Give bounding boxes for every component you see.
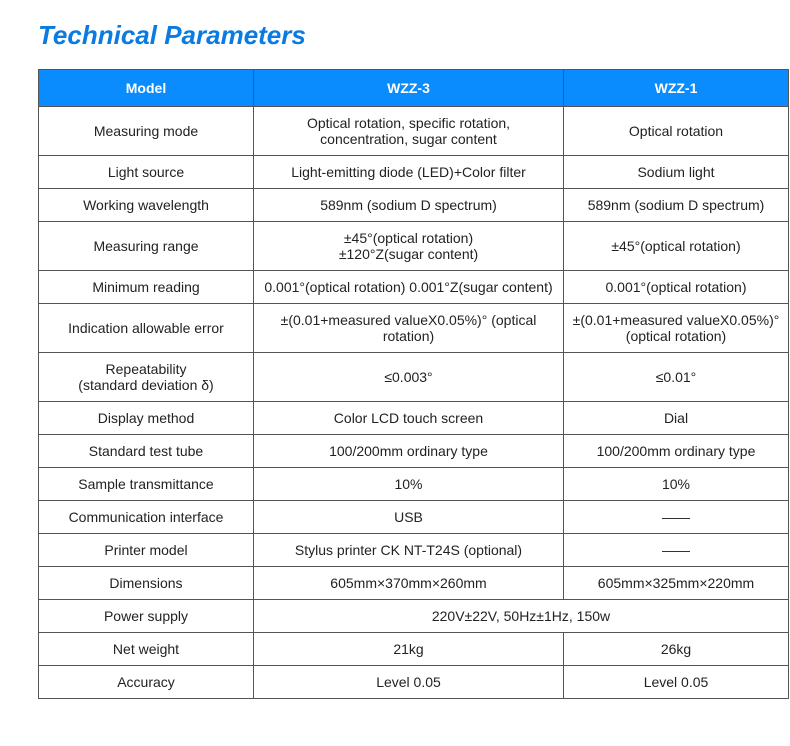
cell-wzz1: Sodium light [564, 156, 789, 189]
cell-wzz1: 10% [564, 468, 789, 501]
cell-wzz3: ≤0.003° [254, 353, 564, 402]
row-label: Power supply [39, 600, 254, 633]
row-label: Light source [39, 156, 254, 189]
table-row: Sample transmittance10%10% [39, 468, 789, 501]
row-label: Minimum reading [39, 271, 254, 304]
cell-wzz3: 100/200mm ordinary type [254, 435, 564, 468]
cell-wzz3: Optical rotation, specific rotation, con… [254, 107, 564, 156]
table-row: Minimum reading0.001°(optical rotation) … [39, 271, 789, 304]
table-row: AccuracyLevel 0.05Level 0.05 [39, 666, 789, 699]
table-row: Standard test tube100/200mm ordinary typ… [39, 435, 789, 468]
cell-merged: 220V±22V, 50Hz±1Hz, 150w [254, 600, 789, 633]
parameters-table: Model WZZ-3 WZZ-1 Measuring modeOptical … [38, 69, 789, 699]
table-row: Communication interfaceUSB—— [39, 501, 789, 534]
table-body: Measuring modeOptical rotation, specific… [39, 107, 789, 699]
cell-wzz3: USB [254, 501, 564, 534]
cell-wzz1: 605mm×325mm×220mm [564, 567, 789, 600]
table-row: Repeatability(standard deviation δ)≤0.00… [39, 353, 789, 402]
table-row: Power supply220V±22V, 50Hz±1Hz, 150w [39, 600, 789, 633]
cell-wzz3: ±45°(optical rotation)±120°Z(sugar conte… [254, 222, 564, 271]
table-row: Net weight21kg26kg [39, 633, 789, 666]
cell-wzz3: ±(0.01+measured valueX0.05%)° (optical r… [254, 304, 564, 353]
cell-wzz3: 0.001°(optical rotation) 0.001°Z(sugar c… [254, 271, 564, 304]
cell-wzz3: 605mm×370mm×260mm [254, 567, 564, 600]
cell-wzz3: 21kg [254, 633, 564, 666]
col-header-model: Model [39, 70, 254, 107]
cell-wzz1: —— [564, 501, 789, 534]
row-label: Sample transmittance [39, 468, 254, 501]
cell-wzz3: 10% [254, 468, 564, 501]
cell-wzz1: ±(0.01+measured valueX0.05%)° (optical r… [564, 304, 789, 353]
cell-wzz1: ±45°(optical rotation) [564, 222, 789, 271]
col-header-wzz1: WZZ-1 [564, 70, 789, 107]
row-label: Measuring range [39, 222, 254, 271]
row-label: Net weight [39, 633, 254, 666]
cell-wzz1: 589nm (sodium D spectrum) [564, 189, 789, 222]
cell-wzz3: Color LCD touch screen [254, 402, 564, 435]
table-row: Printer modelStylus printer CK NT-T24S (… [39, 534, 789, 567]
table-header-row: Model WZZ-3 WZZ-1 [39, 70, 789, 107]
cell-wzz1: Dial [564, 402, 789, 435]
cell-wzz1: ≤0.01° [564, 353, 789, 402]
row-label: Accuracy [39, 666, 254, 699]
table-row: Measuring modeOptical rotation, specific… [39, 107, 789, 156]
cell-wzz3: Level 0.05 [254, 666, 564, 699]
table-row: Light sourceLight-emitting diode (LED)+C… [39, 156, 789, 189]
row-label: Measuring mode [39, 107, 254, 156]
table-row: Indication allowable error±(0.01+measure… [39, 304, 789, 353]
cell-wzz1: 0.001°(optical rotation) [564, 271, 789, 304]
row-label: Communication interface [39, 501, 254, 534]
row-label: Working wavelength [39, 189, 254, 222]
cell-wzz1: —— [564, 534, 789, 567]
cell-wzz1: 26kg [564, 633, 789, 666]
row-label: Standard test tube [39, 435, 254, 468]
row-label: Printer model [39, 534, 254, 567]
page-title: Technical Parameters [38, 20, 770, 51]
cell-wzz3: 589nm (sodium D spectrum) [254, 189, 564, 222]
cell-wzz3: Light-emitting diode (LED)+Color filter [254, 156, 564, 189]
cell-wzz1: Optical rotation [564, 107, 789, 156]
cell-wzz1: Level 0.05 [564, 666, 789, 699]
table-row: Dimensions605mm×370mm×260mm605mm×325mm×2… [39, 567, 789, 600]
table-row: Working wavelength589nm (sodium D spectr… [39, 189, 789, 222]
table-row: Display methodColor LCD touch screenDial [39, 402, 789, 435]
cell-wzz3: Stylus printer CK NT-T24S (optional) [254, 534, 564, 567]
row-label: Repeatability(standard deviation δ) [39, 353, 254, 402]
table-row: Measuring range±45°(optical rotation)±12… [39, 222, 789, 271]
cell-wzz1: 100/200mm ordinary type [564, 435, 789, 468]
row-label: Dimensions [39, 567, 254, 600]
col-header-wzz3: WZZ-3 [254, 70, 564, 107]
row-label: Display method [39, 402, 254, 435]
row-label: Indication allowable error [39, 304, 254, 353]
